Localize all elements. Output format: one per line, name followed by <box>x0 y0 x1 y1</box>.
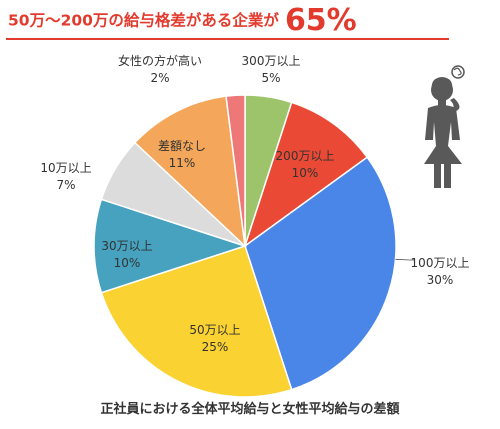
slice-label: 差額なし <box>158 139 206 153</box>
slice-label: 200万以上 <box>276 149 335 163</box>
slice-value-label: 2% <box>150 71 169 85</box>
leader-line <box>395 258 415 261</box>
slice-label: 300万以上 <box>242 54 301 68</box>
slice-value-label: 10% <box>114 256 141 270</box>
headline-text: 50万〜200万の給与格差がある企業が <box>8 11 279 30</box>
slice-label: 10万以上 <box>40 161 91 175</box>
headline-percentage: 65% <box>284 2 357 38</box>
slice-value-label: 7% <box>56 178 75 192</box>
slice-value-label: 30% <box>427 273 454 287</box>
pie-slice <box>93 198 248 294</box>
slice-value-label: 25% <box>202 340 229 354</box>
headline-underline <box>6 38 449 40</box>
pie-slice <box>100 245 293 398</box>
worried-woman-icon <box>424 65 465 188</box>
slice-value-label: 10% <box>292 166 319 180</box>
pie-slice <box>244 156 397 391</box>
slice-value-label: 11% <box>169 156 196 170</box>
pie-slice <box>133 95 247 248</box>
slice-label: 30万以上 <box>101 239 152 253</box>
slice-label: 50万以上 <box>189 323 240 337</box>
slice-label: 100万以上 <box>411 256 470 270</box>
slice-label: 女性の方が高い <box>118 53 202 68</box>
pie-slice <box>243 101 369 248</box>
chart-caption: 正社員における全体平均給与と女性平均給与の差額 <box>100 402 400 417</box>
pie-slice <box>225 94 246 247</box>
slice-value-label: 5% <box>261 71 280 85</box>
headline: 50万〜200万の給与格差がある企業が 65% <box>8 2 357 38</box>
